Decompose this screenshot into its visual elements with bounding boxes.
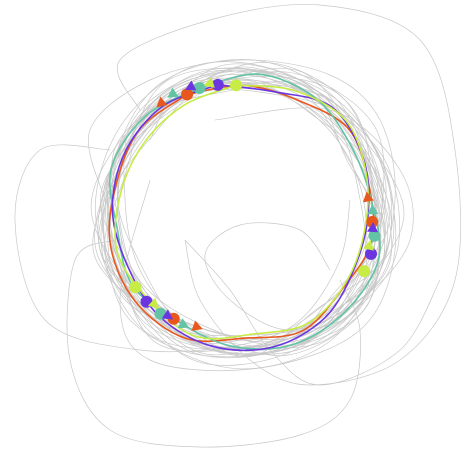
gray-excursion-trajectory bbox=[184, 239, 441, 386]
gray-trajectory bbox=[90, 71, 385, 355]
gray-trajectory bbox=[117, 84, 375, 343]
teal-loop-marker bbox=[193, 82, 206, 94]
colored-loop-layer bbox=[108, 73, 381, 352]
lime-loop-marker bbox=[129, 281, 142, 294]
purple-loop-arrowhead bbox=[184, 80, 197, 91]
purple-loop-arrowhead bbox=[367, 222, 378, 233]
marker-layer bbox=[129, 77, 381, 331]
gray-trajectory-layer bbox=[14, 4, 461, 448]
gray-excursion-trajectory bbox=[14, 144, 351, 353]
teal-loop-arrowhead bbox=[167, 87, 179, 98]
purple-loop-marker bbox=[211, 78, 224, 91]
orange-loop-arrowhead bbox=[362, 191, 374, 203]
gray-excursion-trajectory bbox=[66, 239, 361, 448]
orange-loop-arrowhead bbox=[191, 320, 203, 331]
teal-loop-arrowhead bbox=[367, 204, 379, 215]
gray-excursion-trajectory bbox=[88, 59, 396, 358]
purple-loop-marker bbox=[365, 247, 377, 260]
gray-trajectory bbox=[109, 80, 379, 336]
teal-loop-arrowhead bbox=[177, 318, 190, 329]
gray-excursion-trajectory bbox=[119, 79, 397, 372]
purple-loop-arrowhead bbox=[161, 309, 174, 320]
lime-loop-arrowhead bbox=[363, 239, 374, 251]
gray-trajectory bbox=[98, 68, 383, 356]
lime-loop-arrowhead bbox=[203, 77, 215, 88]
teal-loop-marker bbox=[368, 229, 381, 242]
lime-loop-marker bbox=[230, 79, 243, 92]
lime-loop-marker bbox=[358, 265, 371, 278]
orange-loop-marker bbox=[181, 88, 194, 101]
lime-loop-path bbox=[114, 82, 369, 340]
orange-loop-arrowhead bbox=[156, 96, 168, 108]
gray-excursion-trajectory bbox=[117, 4, 461, 386]
orange-loop-marker bbox=[366, 215, 379, 228]
purple-loop-path bbox=[111, 82, 370, 352]
lime-loop-arrowhead bbox=[147, 297, 159, 309]
orange-loop-path bbox=[108, 84, 375, 343]
